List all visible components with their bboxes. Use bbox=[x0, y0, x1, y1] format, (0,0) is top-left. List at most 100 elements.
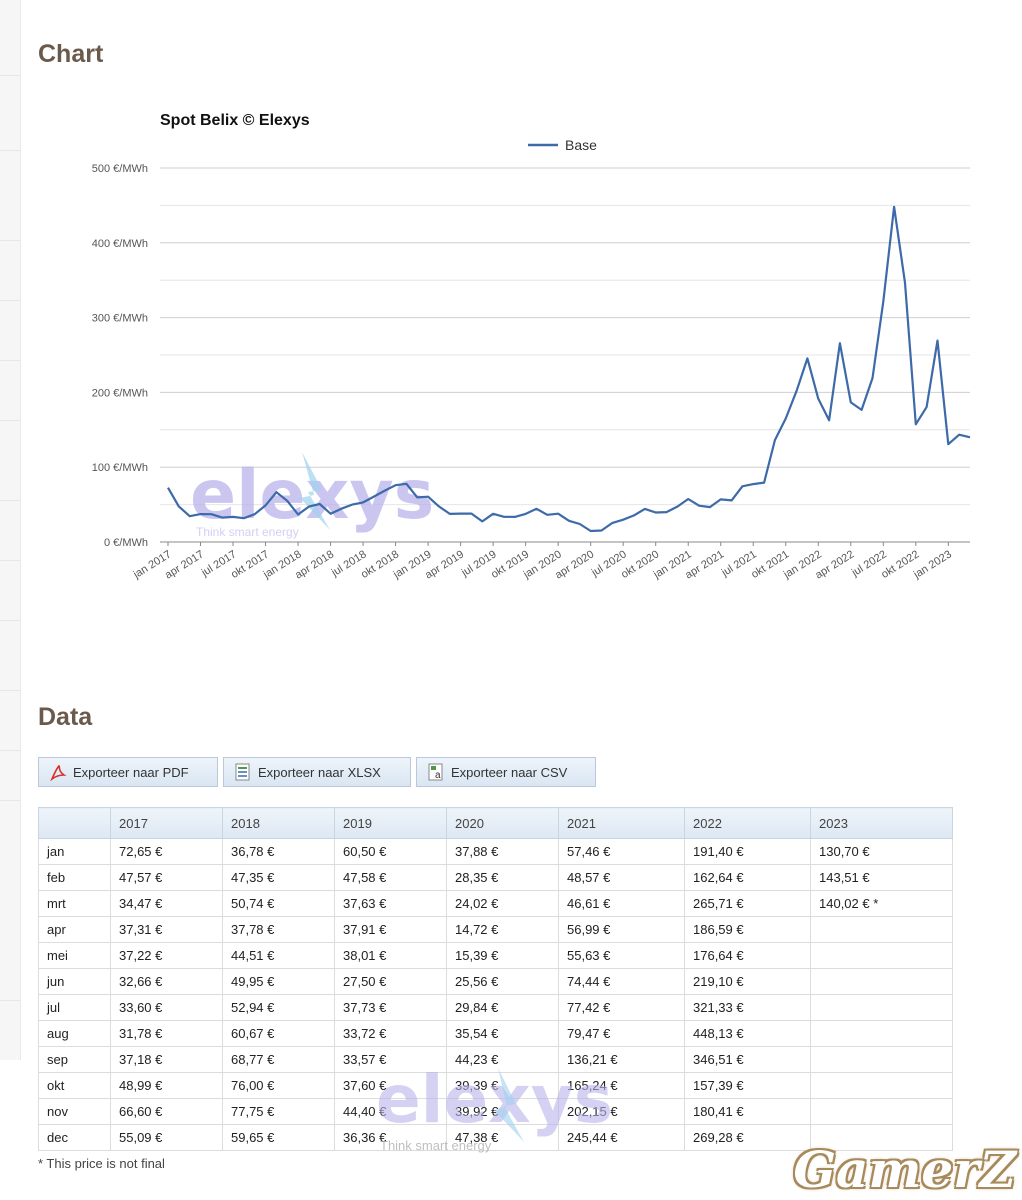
data-point[interactable] bbox=[653, 510, 659, 516]
price-cell: 186,59 € bbox=[684, 916, 811, 943]
price-cell bbox=[810, 916, 953, 943]
data-point[interactable] bbox=[338, 506, 344, 512]
data-point[interactable] bbox=[176, 503, 182, 509]
data-point[interactable] bbox=[284, 498, 290, 504]
data-point[interactable] bbox=[924, 404, 930, 410]
data-point[interactable] bbox=[328, 511, 334, 517]
price-cell: 55,09 € bbox=[110, 1124, 223, 1151]
data-point[interactable] bbox=[588, 528, 594, 534]
data-point[interactable] bbox=[718, 496, 724, 502]
data-point[interactable] bbox=[815, 396, 821, 402]
data-point[interactable] bbox=[750, 481, 756, 487]
export-pdf-button[interactable]: Exporteer naar PDF bbox=[38, 757, 218, 787]
svg-text:a: a bbox=[435, 770, 441, 781]
data-point[interactable] bbox=[403, 481, 409, 487]
data-point[interactable] bbox=[447, 511, 453, 517]
price-cell: 24,02 € bbox=[446, 890, 559, 917]
legend-label-base: Base bbox=[565, 137, 597, 153]
data-point[interactable] bbox=[707, 504, 713, 510]
data-point[interactable] bbox=[219, 515, 225, 521]
price-cell: 37,31 € bbox=[110, 916, 223, 943]
data-point[interactable] bbox=[685, 496, 691, 502]
data-point[interactable] bbox=[609, 520, 615, 526]
data-point[interactable] bbox=[555, 511, 561, 517]
price-cell: 15,39 € bbox=[446, 942, 559, 969]
data-point[interactable] bbox=[599, 527, 605, 533]
data-point[interactable] bbox=[696, 503, 702, 509]
data-point[interactable] bbox=[772, 437, 778, 443]
data-point[interactable] bbox=[371, 494, 377, 500]
data-point[interactable] bbox=[544, 512, 550, 518]
data-point[interactable] bbox=[642, 506, 648, 512]
data-point[interactable] bbox=[913, 421, 919, 427]
data-point[interactable] bbox=[273, 489, 279, 495]
data-point[interactable] bbox=[739, 483, 745, 489]
data-point[interactable] bbox=[902, 280, 908, 286]
data-point[interactable] bbox=[804, 355, 810, 361]
price-cell: 47,35 € bbox=[222, 864, 335, 891]
price-cell: 33,57 € bbox=[334, 1046, 447, 1073]
data-point[interactable] bbox=[187, 513, 193, 519]
data-point[interactable] bbox=[566, 518, 572, 524]
price-cell: 44,23 € bbox=[446, 1046, 559, 1073]
data-point[interactable] bbox=[761, 480, 767, 486]
data-point[interactable] bbox=[490, 511, 496, 517]
data-point[interactable] bbox=[393, 482, 399, 488]
data-point[interactable] bbox=[848, 399, 854, 405]
data-point[interactable] bbox=[349, 502, 355, 508]
data-point[interactable] bbox=[826, 417, 832, 423]
data-point[interactable] bbox=[512, 514, 518, 520]
data-point[interactable] bbox=[414, 494, 420, 500]
price-cell: 47,57 € bbox=[110, 864, 223, 891]
lightning-icon bbox=[300, 452, 330, 530]
data-point[interactable] bbox=[263, 502, 269, 508]
data-point[interactable] bbox=[479, 518, 485, 524]
data-point[interactable] bbox=[252, 511, 258, 517]
data-point[interactable] bbox=[306, 504, 312, 510]
data-point[interactable] bbox=[631, 512, 637, 518]
data-point[interactable] bbox=[956, 432, 962, 438]
data-point[interactable] bbox=[859, 407, 865, 413]
data-point[interactable] bbox=[891, 204, 897, 210]
price-cell: 265,71 € bbox=[684, 890, 811, 917]
data-point[interactable] bbox=[967, 434, 973, 440]
data-point[interactable] bbox=[523, 511, 529, 517]
data-point[interactable] bbox=[620, 517, 626, 523]
data-point[interactable] bbox=[869, 375, 875, 381]
data-point[interactable] bbox=[468, 511, 474, 517]
data-point[interactable] bbox=[729, 497, 735, 503]
column-header: 2022 bbox=[684, 807, 811, 839]
data-point[interactable] bbox=[458, 511, 464, 517]
data-point[interactable] bbox=[436, 503, 442, 509]
price-cell: 37,60 € bbox=[334, 1072, 447, 1099]
data-point[interactable] bbox=[674, 504, 680, 510]
y-tick-label: 0 €/MWh bbox=[104, 537, 148, 549]
export-csv-button[interactable]: a Exporteer naar CSV bbox=[416, 757, 596, 787]
y-tick-label: 300 €/MWh bbox=[92, 313, 148, 325]
data-point[interactable] bbox=[794, 388, 800, 394]
data-point[interactable] bbox=[783, 415, 789, 421]
data-point[interactable] bbox=[945, 441, 951, 447]
data-point[interactable] bbox=[241, 515, 247, 521]
data-point[interactable] bbox=[425, 494, 431, 500]
data-point[interactable] bbox=[230, 514, 236, 520]
export-xlsx-label: Exporteer naar XLSX bbox=[258, 764, 381, 780]
data-point[interactable] bbox=[501, 514, 507, 520]
data-point[interactable] bbox=[533, 506, 539, 512]
data-point[interactable] bbox=[382, 488, 388, 494]
data-point[interactable] bbox=[360, 499, 366, 505]
data-point[interactable] bbox=[837, 340, 843, 346]
series-line-base[interactable] bbox=[167, 205, 971, 533]
data-point[interactable] bbox=[934, 338, 940, 344]
data-point[interactable] bbox=[317, 501, 323, 507]
legend[interactable]: Base bbox=[528, 137, 597, 153]
data-point[interactable] bbox=[295, 511, 301, 517]
data-point[interactable] bbox=[880, 299, 886, 305]
data-point[interactable] bbox=[165, 485, 171, 491]
data-point[interactable] bbox=[577, 521, 583, 527]
data-point[interactable] bbox=[664, 509, 670, 515]
data-point[interactable] bbox=[198, 511, 204, 517]
price-cell bbox=[810, 942, 953, 969]
data-point[interactable] bbox=[208, 511, 214, 517]
export-xlsx-button[interactable]: Exporteer naar XLSX bbox=[223, 757, 411, 787]
